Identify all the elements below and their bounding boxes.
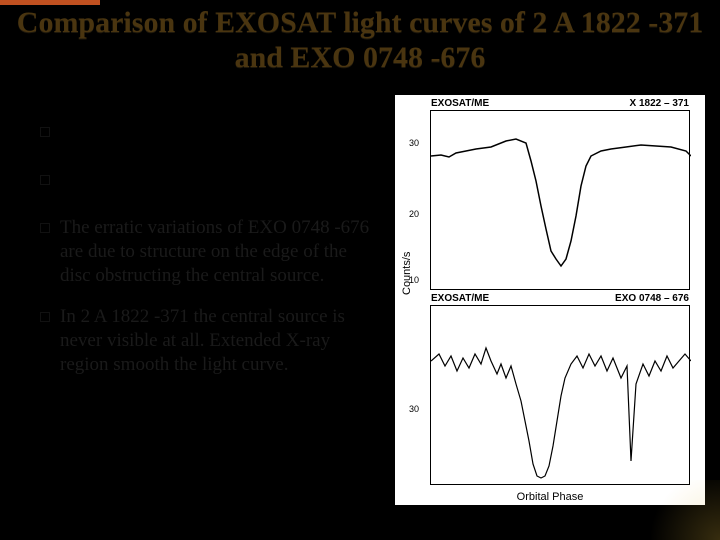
bullet-icon — [40, 223, 50, 233]
panel-label-instrument: EXOSAT/ME — [431, 293, 489, 304]
ytick: 20 — [409, 209, 419, 219]
panel-label-source: X 1822 – 371 — [630, 98, 690, 109]
list-item: In 2 A 1822 -371 the central source is n… — [40, 305, 380, 376]
chart-figure: Counts/s EXOSAT/ME X 1822 – 371 30 20 10… — [395, 95, 705, 505]
chart-panel-bottom: EXOSAT/ME EXO 0748 – 676 30 — [430, 305, 690, 485]
bullet-text: The erratic variations of EXO 0748 -676 … — [60, 216, 380, 287]
ytick: 10 — [409, 275, 419, 285]
list-item: The erratic variations of EXO 0748 -676 … — [40, 216, 380, 287]
panel-label-source: EXO 0748 – 676 — [615, 293, 689, 304]
light-curve-bottom — [431, 306, 691, 486]
decorative-corner — [640, 480, 720, 540]
slide-title: Comparison of EXOSAT light curves of 2 A… — [0, 6, 720, 75]
light-curve-top — [431, 111, 691, 291]
accent-bar — [0, 0, 100, 5]
ytick: 30 — [409, 404, 419, 414]
panel-label-instrument: EXOSAT/ME — [431, 98, 489, 109]
y-axis-label: Counts/s — [401, 252, 413, 295]
bullet-icon — [40, 312, 50, 322]
bullet-empty — [40, 168, 380, 198]
chart-panel-top: EXOSAT/ME X 1822 – 371 30 20 10 — [430, 110, 690, 290]
bullet-empty — [40, 120, 380, 150]
bullet-list: The erratic variations of EXO 0748 -676 … — [40, 120, 380, 395]
bullet-text: In 2 A 1822 -371 the central source is n… — [60, 305, 380, 376]
bullet-icon — [40, 175, 50, 185]
bullet-icon — [40, 127, 50, 137]
ytick: 30 — [409, 138, 419, 148]
